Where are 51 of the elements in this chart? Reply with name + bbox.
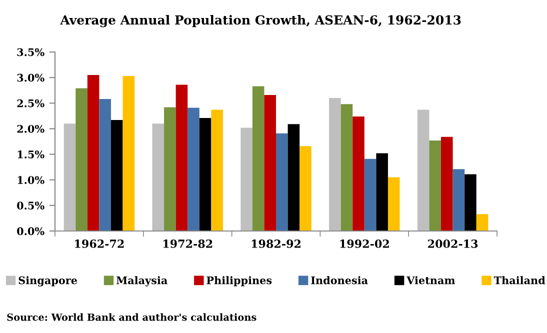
bar <box>122 76 135 231</box>
bar <box>211 110 223 231</box>
bar <box>464 174 476 231</box>
y-tick-label: 1.0% <box>18 176 44 184</box>
bar <box>288 124 300 231</box>
bar <box>364 158 376 231</box>
bar <box>164 107 176 231</box>
bar <box>276 133 288 231</box>
bar <box>340 104 353 231</box>
bar <box>352 116 364 231</box>
source-note: Source: World Bank and author's calculations <box>7 313 256 321</box>
y-tick-label: 0.5% <box>17 202 44 210</box>
bar <box>76 88 88 231</box>
y-tick-label: 3.0% <box>17 74 44 82</box>
bar <box>240 128 252 231</box>
y-tick-label: 1.5% <box>18 150 44 158</box>
bar <box>176 84 188 231</box>
bar <box>199 118 212 231</box>
legend-label: Indonesia <box>311 276 368 284</box>
chart-title: Average Annual Population Growth, ASEAN-6, 1962-2013 <box>60 14 461 28</box>
bar <box>110 120 123 231</box>
y-tick-label: 2.5% <box>17 99 44 108</box>
bar <box>441 136 453 231</box>
y-tick-label: 3.5% <box>17 48 44 56</box>
legend-label: Thailand <box>494 276 546 284</box>
bar <box>476 214 488 231</box>
bar <box>388 177 400 231</box>
bar <box>252 86 264 231</box>
legend-label: Singapore <box>18 276 78 286</box>
x-tick-label: 2002-13 <box>428 240 478 248</box>
bar <box>99 99 111 231</box>
legend-label: Malaysia <box>116 276 168 286</box>
bar <box>329 98 341 231</box>
bar <box>264 94 276 231</box>
bar <box>300 146 312 231</box>
y-tick-label: 2.0% <box>17 124 44 133</box>
bar <box>429 140 442 231</box>
bar <box>64 124 76 231</box>
x-tick-label: 1962-72 <box>75 240 124 248</box>
legend-label: Vietnam <box>406 276 456 284</box>
bar <box>152 124 164 231</box>
bar <box>417 110 430 231</box>
x-tick-label: 1972-82 <box>163 240 212 248</box>
x-tick-label: 1992-02 <box>340 240 389 248</box>
legend-label: Philippines <box>206 276 272 286</box>
bar <box>376 153 388 231</box>
bar <box>452 169 465 231</box>
bar <box>188 108 200 231</box>
y-tick-label: 0.0% <box>17 227 44 236</box>
x-tick-label: 1982-92 <box>252 240 300 248</box>
bar <box>87 75 100 231</box>
